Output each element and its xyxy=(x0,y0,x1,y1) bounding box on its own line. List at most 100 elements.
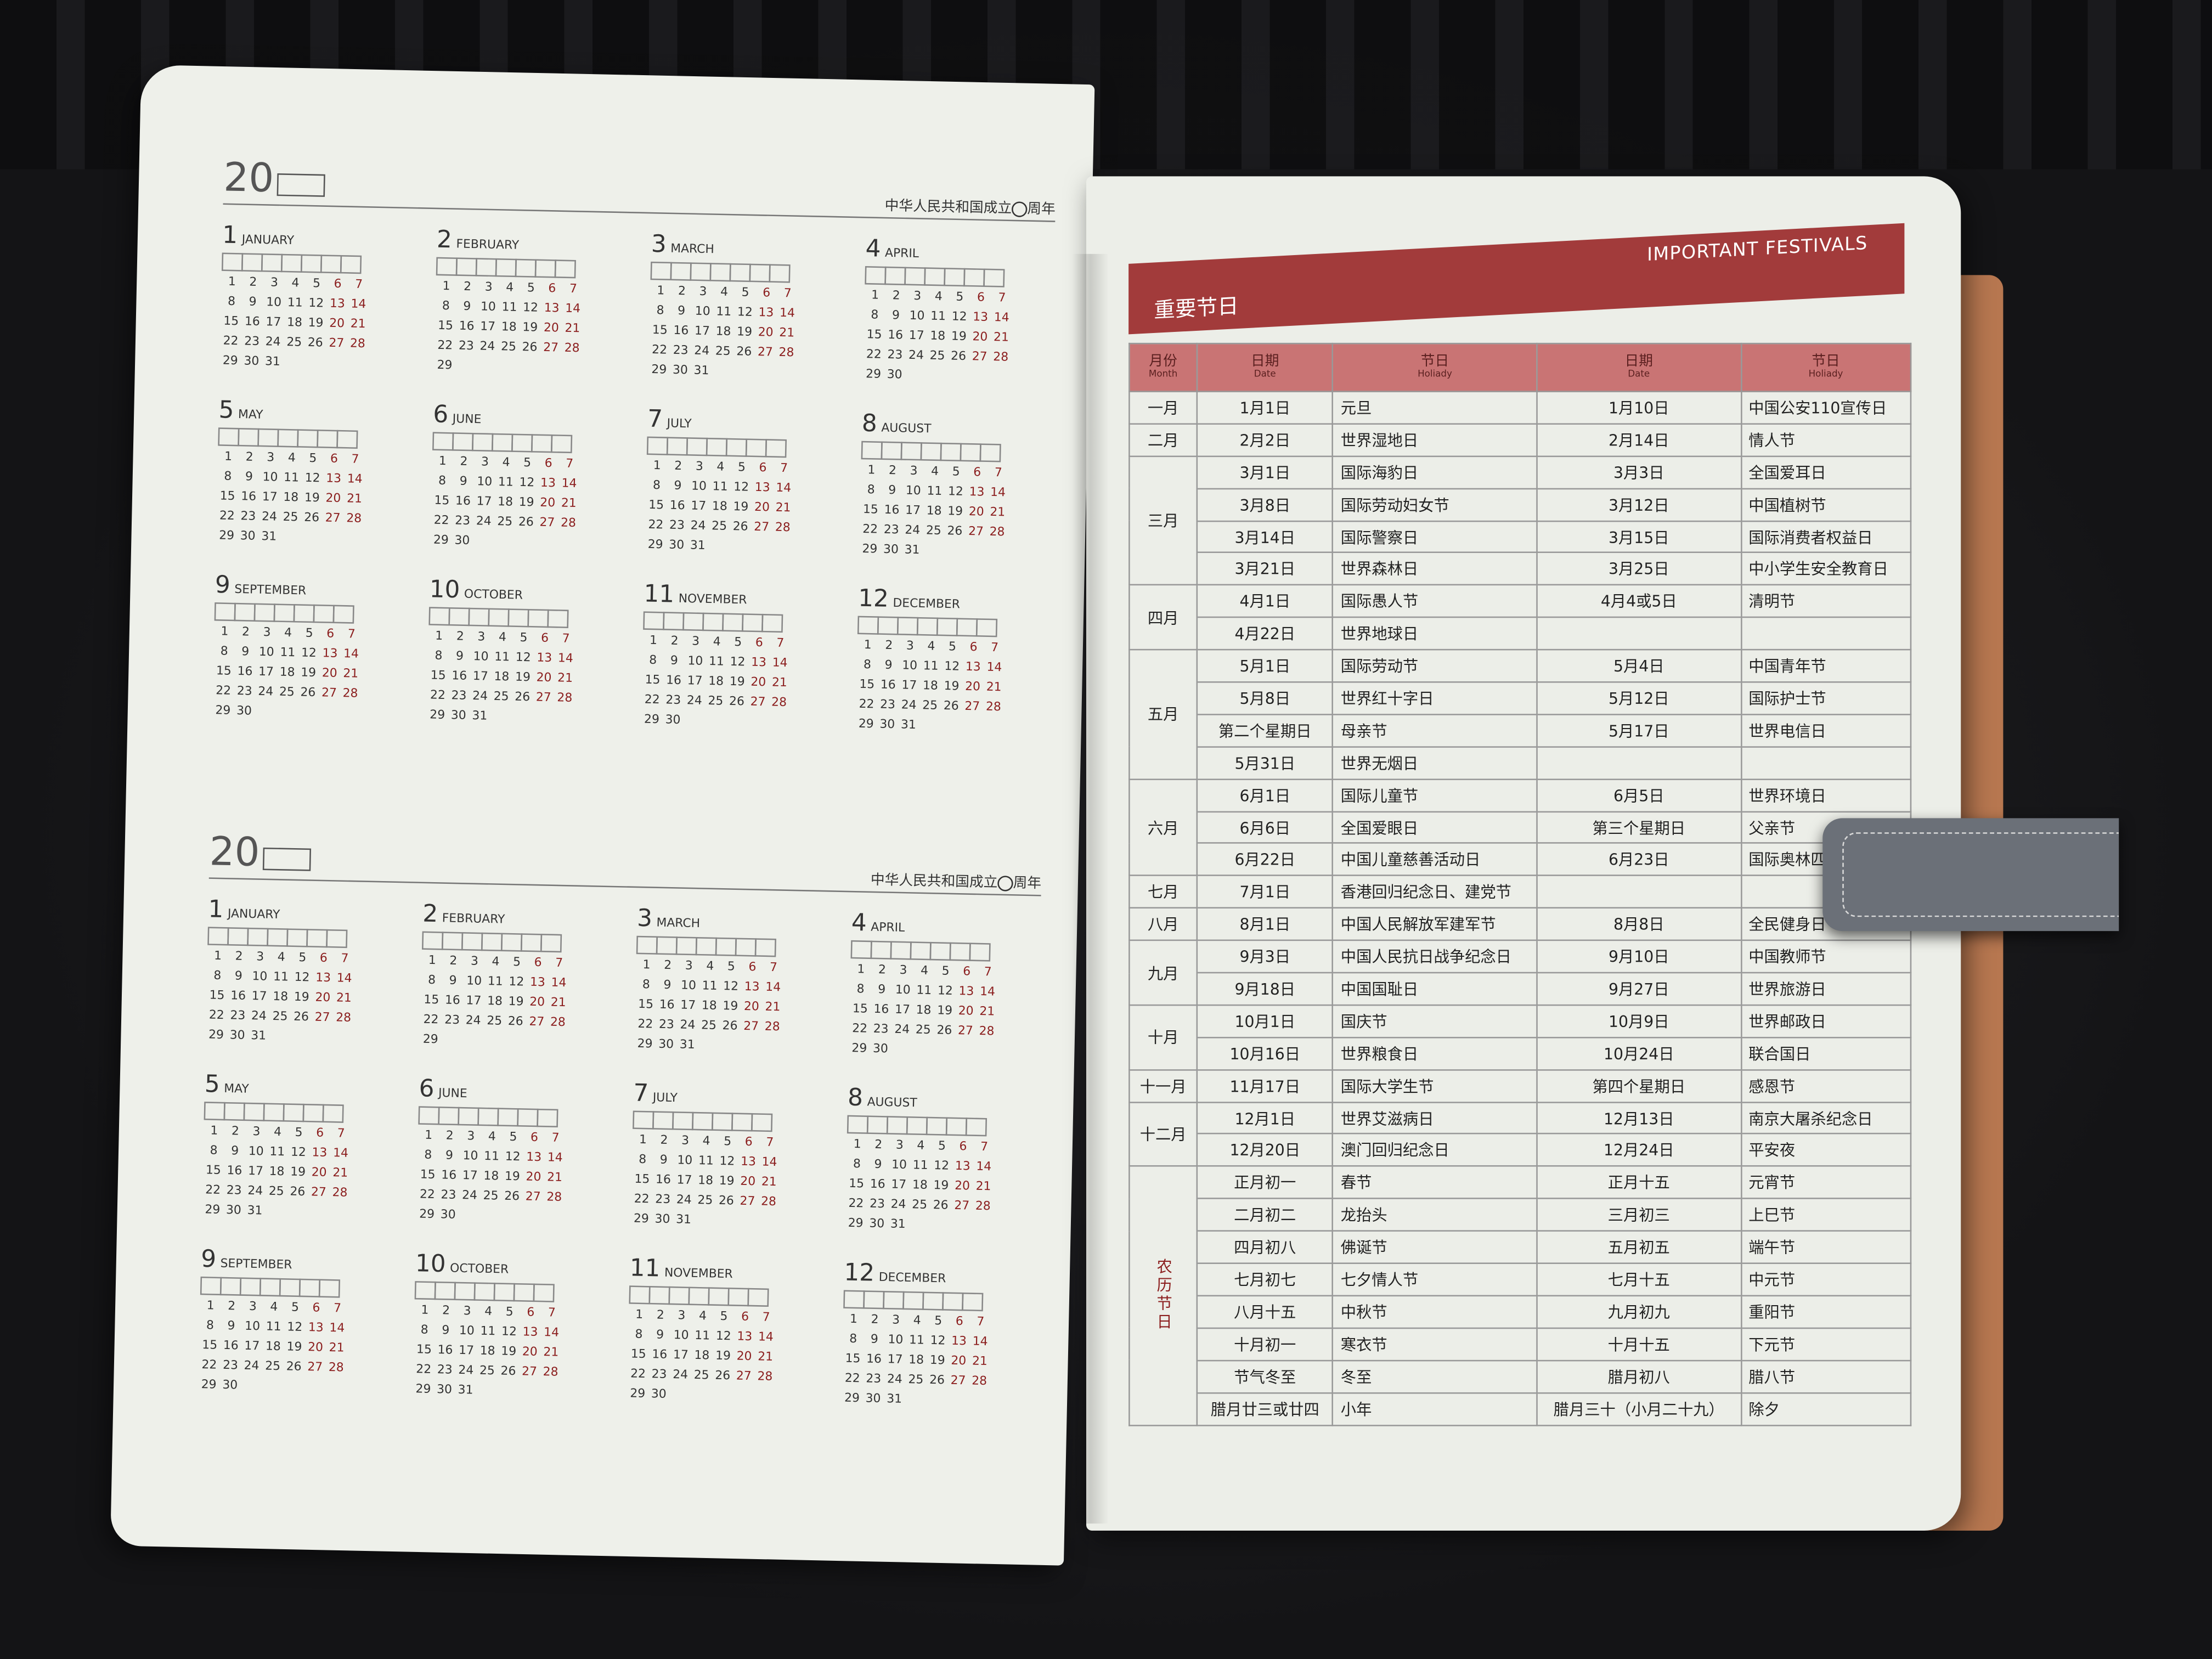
blank-box xyxy=(863,1290,885,1310)
closure-strap[interactable] xyxy=(1822,818,2119,932)
day-number: 25 xyxy=(497,515,513,530)
day-number: 13 xyxy=(951,1334,967,1350)
day-number: 15 xyxy=(437,319,454,334)
day-number: 22 xyxy=(866,348,882,363)
date-cell-2: 1月10日 xyxy=(1536,391,1742,425)
day-number: 29 xyxy=(644,713,660,727)
table-row: 二月 2月2日 世界湿地日 2月14日 情人节 xyxy=(1128,423,1912,457)
day-number: 9 xyxy=(888,483,896,498)
day-number: 27 xyxy=(740,1194,755,1210)
day-number: 23 xyxy=(240,510,256,524)
day-number: 31 xyxy=(264,355,281,370)
day-number: 27 xyxy=(950,1374,966,1389)
week-boxes xyxy=(865,266,1054,289)
day-number: 10 xyxy=(473,650,489,665)
day-number: 2 xyxy=(674,459,682,474)
day-number: 24 xyxy=(465,1014,481,1029)
day-number: 14 xyxy=(332,1147,349,1161)
day-number: 29 xyxy=(437,358,453,374)
day-number: 25 xyxy=(915,1023,931,1038)
day-number: 6 xyxy=(759,461,767,476)
day-number: 30 xyxy=(883,543,899,558)
day-number: 7 xyxy=(766,1136,774,1150)
day-number: 13 xyxy=(308,1321,324,1336)
month-header: 10 OCTOBER xyxy=(415,1250,605,1283)
blank-box xyxy=(473,1282,495,1301)
blank-box xyxy=(940,442,962,462)
month-header: 12 DECEMBER xyxy=(844,1259,1034,1291)
day-number: 22 xyxy=(634,1192,650,1207)
day-number: 29 xyxy=(651,363,667,378)
blank-box xyxy=(247,927,269,947)
months-grid: 1 JANUARY 1 2 3 4 5 6 7 8 9 10 11 12 13 14 15 16 17 18 19 20 2… xyxy=(212,222,1055,736)
day-number: 3 xyxy=(249,1300,257,1314)
day-number: 10 xyxy=(673,1329,689,1344)
day-number: 25 xyxy=(693,1368,709,1384)
blank-box xyxy=(540,934,562,953)
day-number: 22 xyxy=(851,1022,868,1037)
day-number: 9 xyxy=(670,654,679,669)
holiday-cell-2: 南京大屠杀纪念日 xyxy=(1740,1101,1912,1135)
day-number: 17 xyxy=(244,1339,260,1355)
blank-box xyxy=(692,1111,714,1131)
day-number: 1 xyxy=(224,450,233,465)
day-number: 4 xyxy=(720,285,729,300)
day-number: 29 xyxy=(851,1042,867,1057)
table-row: 6月22日 中国儿童慈善活动日 6月23日 国际奥林匹克日 xyxy=(1129,843,1912,877)
day-number: 9 xyxy=(874,1158,882,1172)
day-number: 2 xyxy=(231,1125,240,1139)
day-number: 3 xyxy=(699,285,707,300)
blank-box xyxy=(675,936,698,956)
day-number: 7 xyxy=(769,961,778,975)
day-number: 28 xyxy=(557,691,573,706)
week-boxes xyxy=(629,1285,818,1308)
day-number: 23 xyxy=(451,689,467,704)
day-number: 14 xyxy=(979,985,996,1000)
day-number: 1 xyxy=(849,1312,858,1327)
month-october: 10 OCTOBER 1 2 3 4 5 6 7 8 9 10 11 12 13 14 15 16 17 18 19 20… xyxy=(413,1250,605,1401)
day-number: 29 xyxy=(647,538,663,553)
day-grid: 1 2 3 4 5 6 7 8 9 10 11 12 13 14 15 16 17 18 19 20 21 22 23 24 2… xyxy=(641,634,832,731)
month-number: 3 xyxy=(636,905,653,934)
day-grid: 1 2 3 4 5 6 7 8 9 10 11 12 13 14 15 16 17 18 19 20 21 22 23 24 2… xyxy=(219,275,410,373)
day-number: 4 xyxy=(506,281,514,296)
day-number: 15 xyxy=(862,503,879,518)
day-number: 19 xyxy=(715,1349,731,1364)
day-grid: 1 2 3 4 5 6 7 8 9 10 11 12 13 14 15 16 17 18 19 20 21 22 23 24 2… xyxy=(420,954,611,1051)
blank-box xyxy=(500,933,523,952)
blank-box xyxy=(441,932,464,951)
day-number: 9 xyxy=(663,978,672,993)
month-number: 1 xyxy=(222,221,238,250)
day-grid: 1 2 3 4 5 6 7 8 9 10 11 12 13 14 15 16 17 18 19 20 21 22 23 24 2… xyxy=(855,639,1046,736)
day-number: 11 xyxy=(909,1334,925,1348)
day-number: 25 xyxy=(697,1194,713,1209)
month-name: MARCH xyxy=(656,916,701,932)
day-number: 10 xyxy=(477,475,493,490)
day-number: 18 xyxy=(269,1165,285,1180)
table-row: 四月 4月1日 国际愚人节 4月4或5日 清明节 xyxy=(1128,584,1912,651)
holiday-cell-2: 中国青年节 xyxy=(1740,649,1912,683)
blank-box xyxy=(488,608,510,627)
blank-box xyxy=(983,268,1005,287)
day-number: 24 xyxy=(244,1359,259,1374)
week-boxes xyxy=(218,427,407,450)
day-number: 2 xyxy=(678,285,686,300)
day-number: 27 xyxy=(754,520,770,535)
day-number: 11 xyxy=(930,309,946,324)
day-number: 6 xyxy=(748,961,757,975)
blank-box xyxy=(531,434,553,453)
blank-box xyxy=(650,261,672,281)
day-number: 21 xyxy=(993,331,1009,346)
day-number: 7 xyxy=(569,282,578,297)
day-number: 30 xyxy=(244,354,259,369)
day-number: 4 xyxy=(284,626,292,641)
holiday-cell-2: 下元节 xyxy=(1740,1327,1912,1361)
day-number: 3 xyxy=(899,963,907,978)
holiday-cell: 国庆节 xyxy=(1332,1004,1538,1039)
day-number: 24 xyxy=(265,335,281,350)
day-number: 6 xyxy=(969,641,978,656)
day-number: 17 xyxy=(894,1003,911,1018)
day-grid: 1 2 3 4 5 6 7 8 9 10 11 12 13 14 15 16 17 18 19 20 21 22 23 24 2… xyxy=(427,629,618,726)
day-number: 29 xyxy=(633,1212,650,1227)
day-number: 10 xyxy=(905,484,921,499)
